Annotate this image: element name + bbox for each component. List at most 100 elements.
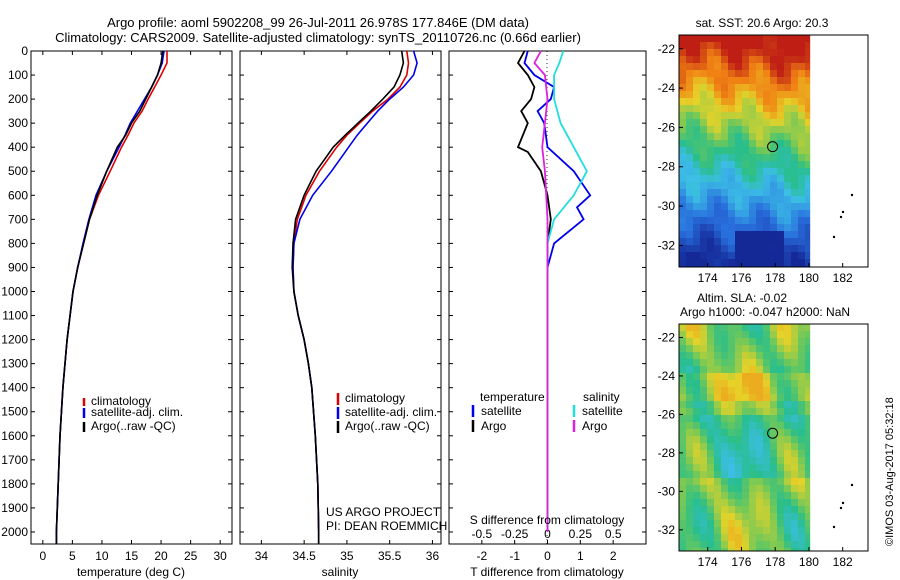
- map-cell: [735, 119, 743, 127]
- map-cell: [770, 436, 778, 444]
- map-cell: [791, 478, 799, 486]
- map-cell: [700, 331, 708, 339]
- map-cell: [798, 42, 806, 50]
- map-cell: [728, 182, 736, 190]
- map-cell: [679, 541, 687, 549]
- map-cell: [742, 112, 750, 120]
- legend-s-satellite-label: satellite: [582, 404, 623, 418]
- map-cell: [763, 168, 771, 176]
- map-cell: [805, 499, 811, 507]
- map-cell: [784, 259, 792, 267]
- map-cell: [749, 408, 757, 416]
- map-cell: [721, 534, 729, 542]
- map-cell: [798, 77, 806, 85]
- map-cell: [770, 527, 778, 535]
- map-cell: [763, 331, 771, 339]
- map-cell: [749, 140, 757, 148]
- map-cell: [770, 105, 778, 113]
- map-cell: [728, 352, 736, 360]
- map-cell: [714, 196, 722, 204]
- map-cell: [728, 238, 736, 246]
- altimetry-map-frame: [678, 323, 869, 552]
- map-cell: [693, 252, 701, 260]
- map-cell: [721, 359, 729, 367]
- map-cell: [770, 196, 778, 204]
- map-cell: [700, 42, 708, 50]
- map-cell: [805, 147, 811, 155]
- map-cell: [756, 520, 764, 528]
- map-cell: [756, 359, 764, 367]
- map-cell: [728, 196, 736, 204]
- map-cell: [686, 147, 694, 155]
- map-cell: [784, 331, 792, 339]
- map-cell: [770, 189, 778, 197]
- map-cell: [805, 49, 811, 57]
- map-cell: [700, 196, 708, 204]
- map-cell: [749, 126, 757, 134]
- sst-heatmap-cells: [679, 35, 811, 268]
- map-cell: [805, 252, 811, 260]
- map-cell: [791, 485, 799, 493]
- map-cell: [770, 175, 778, 183]
- map-cell: [805, 548, 811, 552]
- map-cell: [798, 387, 806, 395]
- altimetry-map: Altim. SLA: -0.02 Argo h1000: -0.047 h20…: [658, 291, 869, 569]
- map-cell: [777, 98, 785, 106]
- map-cell: [735, 373, 743, 381]
- map-cell: [679, 422, 687, 430]
- map-cell: [763, 485, 771, 493]
- map-cell: [679, 133, 687, 141]
- map-cell: [686, 352, 694, 360]
- map-cell: [728, 70, 736, 78]
- map-cell: [721, 70, 729, 78]
- map-cell: [763, 224, 771, 232]
- depth-tick-label: 1600: [1, 429, 28, 443]
- map-cell: [693, 259, 701, 267]
- map-cell: [707, 520, 715, 528]
- map-cell: [749, 513, 757, 521]
- map-cell: [707, 210, 715, 218]
- map-cell: [714, 478, 722, 486]
- map-cell: [693, 196, 701, 204]
- map-cell: [707, 63, 715, 71]
- map-cell: [679, 175, 687, 183]
- map-cell: [784, 189, 792, 197]
- map-cell: [791, 387, 799, 395]
- map-cell: [763, 422, 771, 430]
- map-cell: [679, 499, 687, 507]
- map-cell: [721, 443, 729, 451]
- map-cell: [707, 443, 715, 451]
- map-cell: [679, 77, 687, 85]
- map-cell: [707, 324, 715, 332]
- map-cell: [749, 422, 757, 430]
- map-cell: [679, 203, 687, 211]
- map-cell: [686, 189, 694, 197]
- map-cell: [770, 352, 778, 360]
- map-cell: [749, 520, 757, 528]
- map-cell: [693, 49, 701, 57]
- map-cell: [707, 56, 715, 64]
- map-cell: [735, 77, 743, 85]
- map-cell: [784, 161, 792, 169]
- map-cell: [693, 70, 701, 78]
- map-cell: [714, 203, 722, 211]
- map-cell: [770, 401, 778, 409]
- map-cell: [756, 541, 764, 549]
- map-cell: [777, 394, 785, 402]
- map-cell: [728, 126, 736, 134]
- map-cell: [756, 84, 764, 92]
- map-cell: [763, 499, 771, 507]
- map-cell: [735, 471, 743, 479]
- map-cell: [791, 189, 799, 197]
- map-cell: [679, 401, 687, 409]
- map-cell: [742, 168, 750, 176]
- t-diff-tick-label: -2: [476, 549, 487, 563]
- map-cell: [763, 359, 771, 367]
- map-cell: [763, 534, 771, 542]
- map-cell: [742, 154, 750, 162]
- map-cell: [784, 520, 792, 528]
- map-cell: [707, 238, 715, 246]
- map-cell: [707, 259, 715, 267]
- map-cell: [721, 133, 729, 141]
- map-cell: [749, 217, 757, 225]
